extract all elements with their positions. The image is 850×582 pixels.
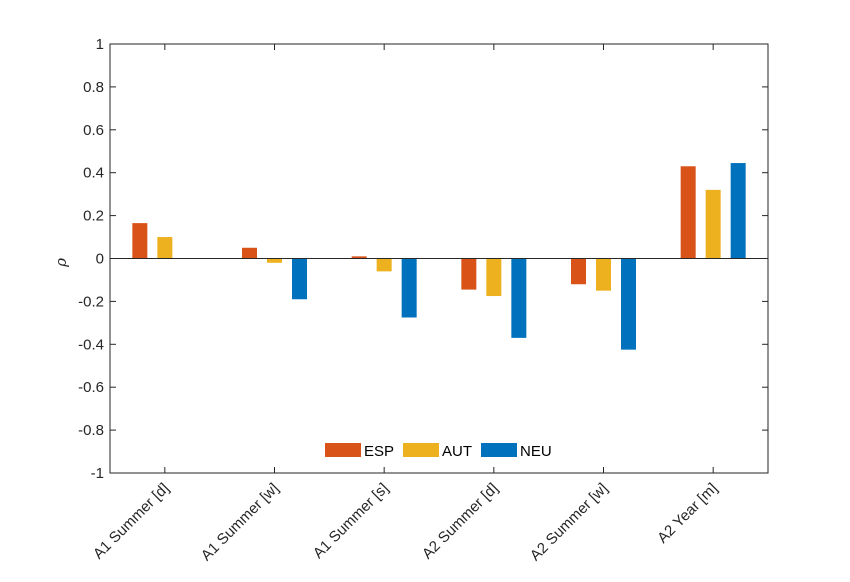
bar-aut-1: [267, 258, 282, 263]
y-axis-label: ρ: [52, 258, 70, 268]
bar-aut-2: [376, 258, 392, 272]
y-axis: 1 0.8 0.6 0.4 0.2 0 -0.2 -0.4 -0.6 -0.8 -1: [78, 36, 768, 482]
bar-esp-2: [351, 256, 367, 259]
bar-esp-3: [461, 258, 477, 290]
bar-esp-4: [571, 258, 586, 285]
y-tick-label: 1: [96, 36, 104, 53]
legend-label-neu: NEU: [520, 443, 552, 460]
bar-esp-1: [242, 247, 257, 259]
y-tick-label: -0.4: [78, 336, 104, 353]
legend: ESP AUT NEU: [325, 443, 552, 460]
legend-label-esp: ESP: [364, 443, 394, 460]
bar-neu-1: [292, 258, 307, 300]
legend-swatch-esp: [325, 443, 361, 457]
x-tick-label: A2 Year [m]: [654, 480, 721, 547]
x-tick-label: A2 Summer [w]: [527, 480, 612, 565]
bar-neu-4: [621, 258, 636, 350]
x-tick-label: A1 Summer [d]: [90, 480, 173, 563]
y-tick-label: 0.4: [83, 165, 104, 182]
bar-aut-3: [486, 258, 502, 297]
y-tick-label: -0.6: [78, 379, 104, 396]
y-tick-label: 0.8: [83, 79, 104, 96]
bar-aut-0: [157, 237, 173, 259]
y-tick-label: 0.6: [83, 122, 104, 139]
bar-esp-5: [680, 166, 696, 259]
bar-neu-3: [511, 258, 527, 338]
bar-aut-4: [596, 258, 611, 291]
x-tick-label: A1 Summer [s]: [310, 480, 392, 562]
x-tick-label: A2 Summer [d]: [419, 480, 502, 563]
y-tick-label: -0.8: [78, 422, 104, 439]
y-tick-label: 0: [96, 251, 104, 268]
x-tick-label: A1 Summer [w]: [198, 480, 283, 565]
bar-neu-2: [401, 258, 417, 318]
bar-neu-5: [730, 163, 746, 259]
y-tick-label: -1: [91, 465, 104, 482]
y-tick-label: -0.2: [78, 293, 104, 310]
legend-swatch-aut: [403, 443, 439, 457]
bars-group: [132, 163, 746, 350]
legend-label-aut: AUT: [442, 443, 472, 460]
y-tick-label: 0.2: [83, 208, 104, 225]
bar-esp-0: [132, 223, 148, 259]
legend-swatch-neu: [481, 443, 517, 457]
bar-aut-5: [705, 189, 721, 259]
